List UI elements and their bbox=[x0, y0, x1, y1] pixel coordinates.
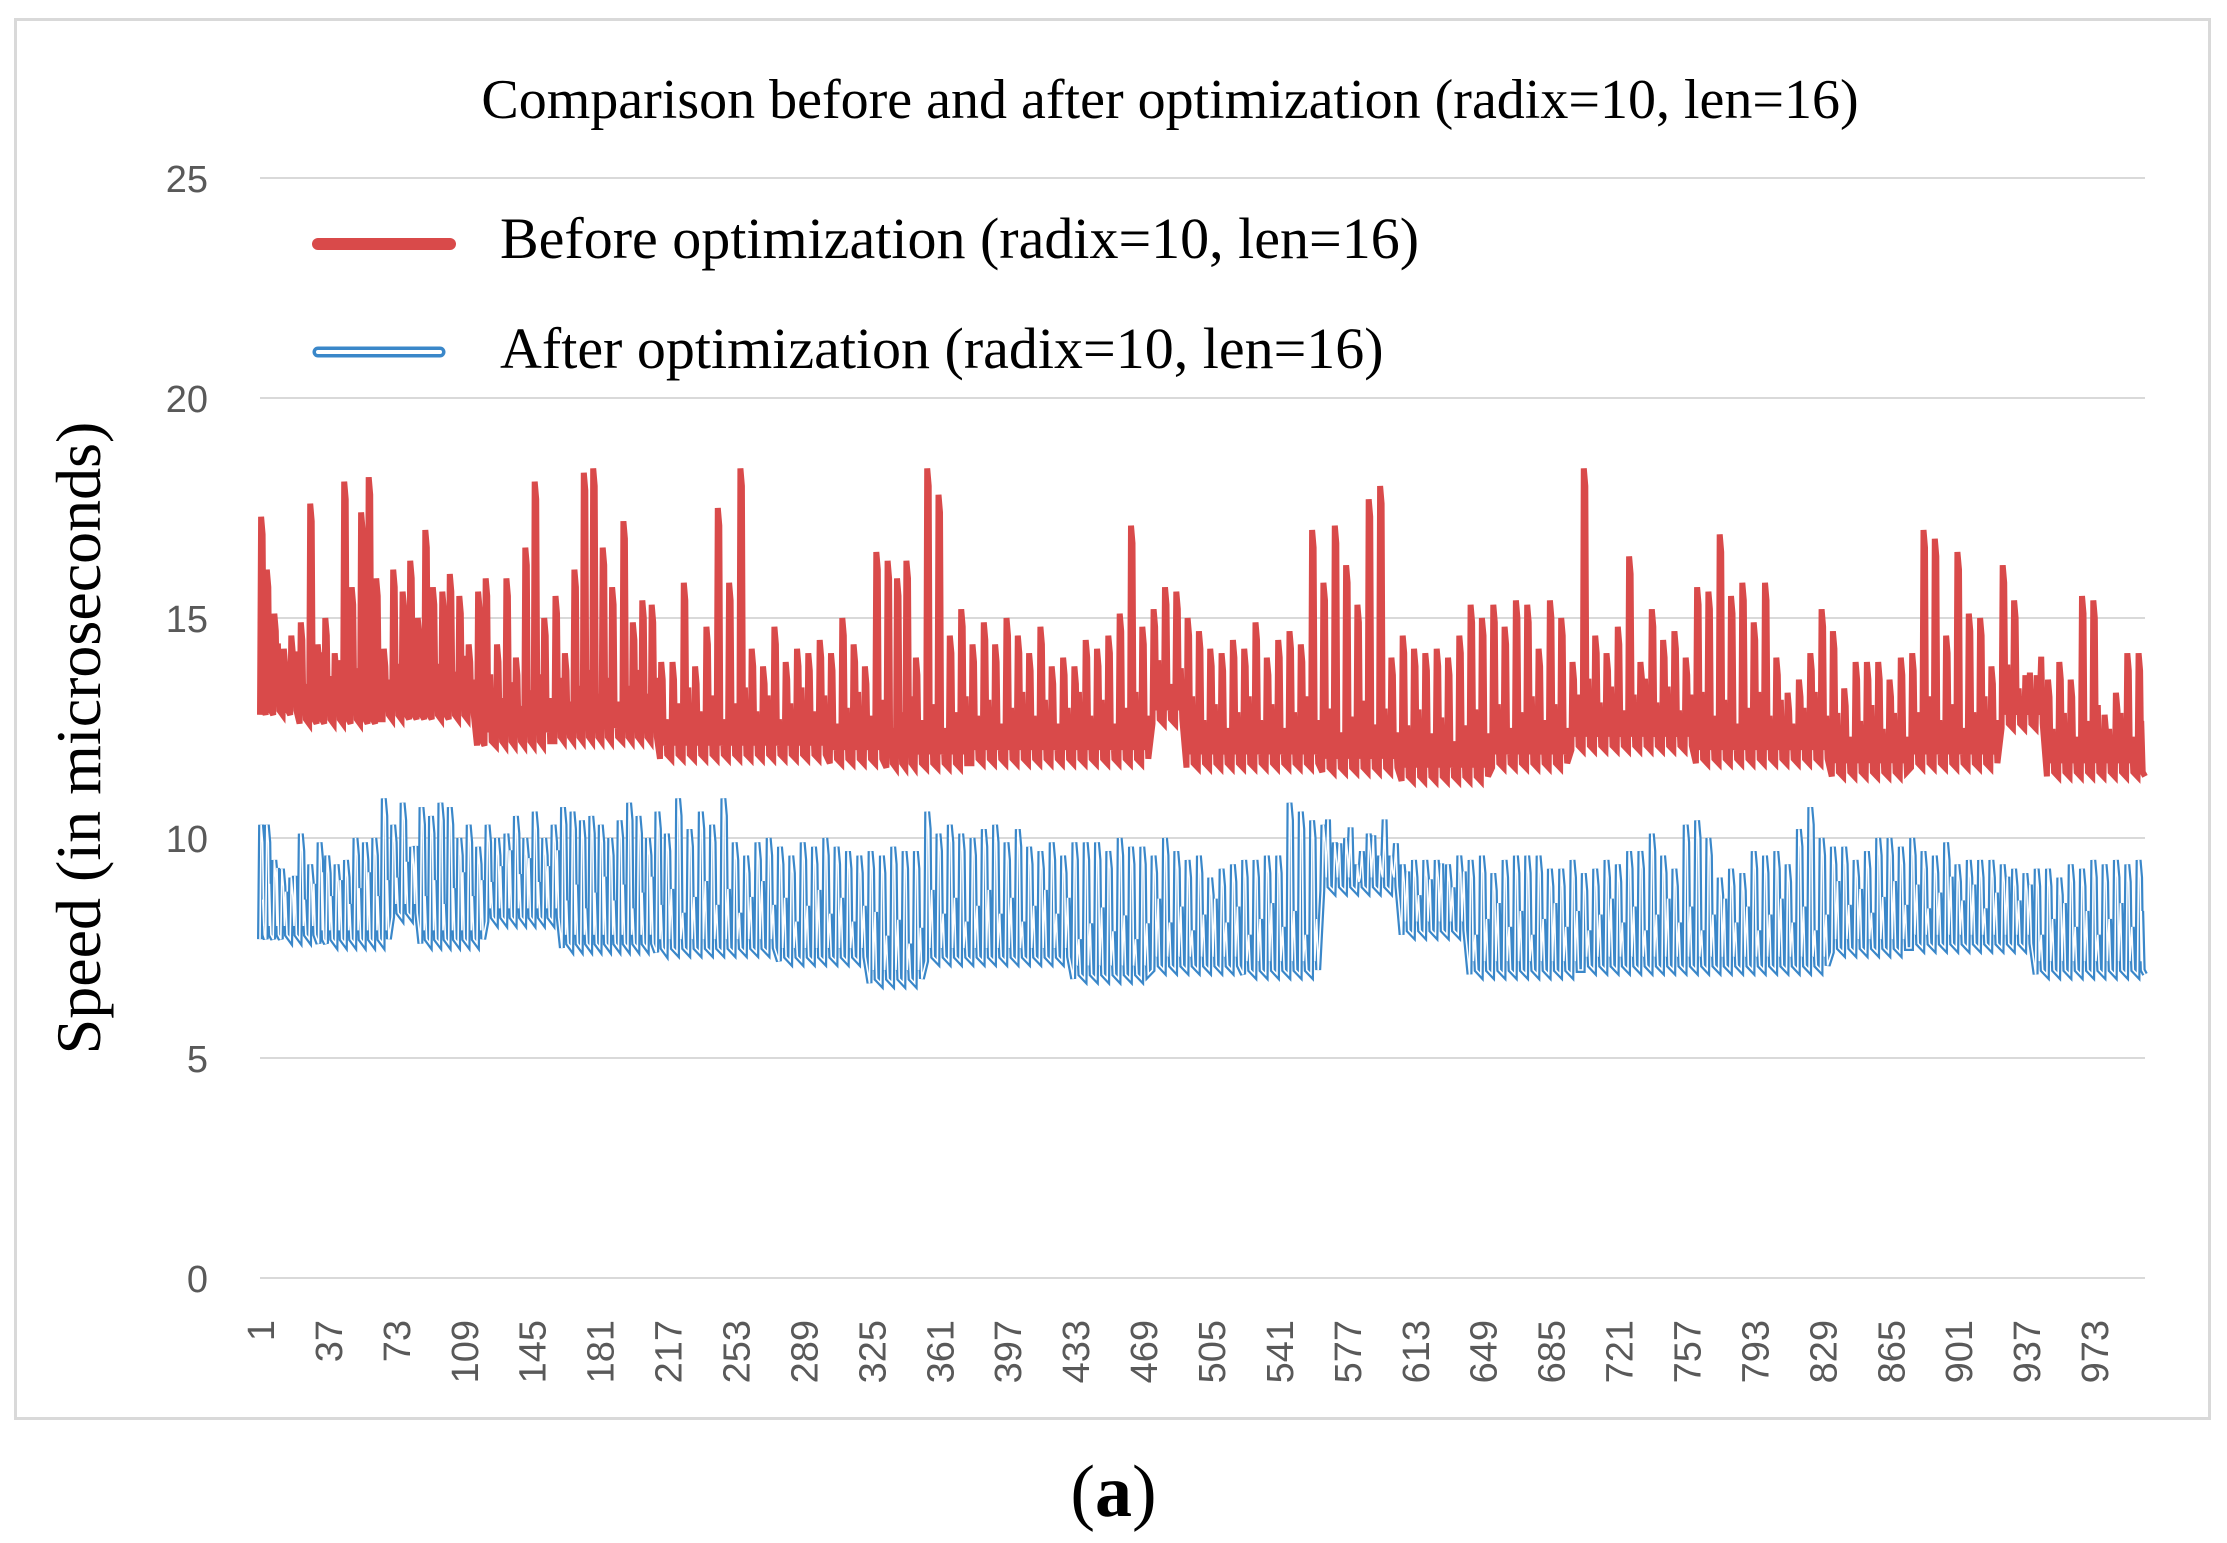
x-tick-577: 577 bbox=[1328, 1320, 1370, 1383]
y-tick-25: 25 bbox=[166, 159, 208, 201]
x-tick-757: 757 bbox=[1667, 1320, 1709, 1383]
x-tick-397: 397 bbox=[988, 1320, 1030, 1383]
y-tick-0: 0 bbox=[187, 1259, 208, 1301]
x-tick-325: 325 bbox=[852, 1320, 894, 1383]
series-layer bbox=[257, 468, 2148, 991]
x-tick-721: 721 bbox=[1600, 1320, 1642, 1383]
x-tick-181: 181 bbox=[581, 1320, 623, 1383]
x-tick-labels: 1 37 73 109 145 181 217 253 289 325 361 397 433 469 50… bbox=[241, 1320, 2117, 1383]
figure-caption: (a) bbox=[0, 1450, 2227, 1535]
y-tick-labels: 0 5 10 15 20 25 bbox=[166, 159, 208, 1301]
x-tick-901: 901 bbox=[1939, 1320, 1981, 1383]
y-tick-10: 10 bbox=[166, 819, 208, 861]
y-tick-5: 5 bbox=[187, 1039, 208, 1081]
x-tick-289: 289 bbox=[784, 1320, 826, 1383]
x-tick-649: 649 bbox=[1464, 1320, 1506, 1383]
chart-title: Comparison before and after optimization… bbox=[481, 69, 1858, 131]
x-tick-109: 109 bbox=[445, 1320, 487, 1383]
y-tick-20: 20 bbox=[166, 379, 208, 421]
x-tick-433: 433 bbox=[1056, 1320, 1098, 1383]
x-tick-217: 217 bbox=[649, 1320, 691, 1383]
x-tick-613: 613 bbox=[1396, 1320, 1438, 1383]
series-0 bbox=[257, 468, 2148, 789]
x-tick-253: 253 bbox=[716, 1320, 758, 1383]
legend: Before optimization (radix=10, len=16) A… bbox=[312, 206, 1419, 381]
legend-label-after: After optimization (radix=10, len=16) bbox=[500, 316, 1384, 381]
x-tick-541: 541 bbox=[1260, 1320, 1302, 1383]
series-after-highlight bbox=[259, 798, 2146, 986]
caption-close: ) bbox=[1132, 1451, 1157, 1533]
y-tick-15: 15 bbox=[166, 599, 208, 641]
x-tick-937: 937 bbox=[2007, 1320, 2049, 1383]
x-tick-1: 1 bbox=[241, 1320, 283, 1341]
x-tick-685: 685 bbox=[1532, 1320, 1574, 1383]
x-tick-469: 469 bbox=[1124, 1320, 1166, 1383]
x-tick-505: 505 bbox=[1192, 1320, 1234, 1383]
y-axis-label: Speed (in microseconds) bbox=[43, 422, 114, 1055]
x-tick-793: 793 bbox=[1735, 1320, 1777, 1383]
x-tick-145: 145 bbox=[513, 1320, 555, 1383]
x-tick-865: 865 bbox=[1871, 1320, 1913, 1383]
caption-open: ( bbox=[1070, 1451, 1095, 1533]
series-1 bbox=[257, 798, 2148, 991]
caption-letter: a bbox=[1095, 1451, 1132, 1533]
series-before-line bbox=[257, 468, 2148, 789]
x-tick-361: 361 bbox=[920, 1320, 962, 1383]
x-tick-73: 73 bbox=[377, 1320, 419, 1362]
x-tick-829: 829 bbox=[1803, 1320, 1845, 1383]
legend-label-before: Before optimization (radix=10, len=16) bbox=[500, 206, 1419, 271]
x-tick-37: 37 bbox=[309, 1320, 351, 1362]
x-tick-973: 973 bbox=[2075, 1320, 2117, 1383]
